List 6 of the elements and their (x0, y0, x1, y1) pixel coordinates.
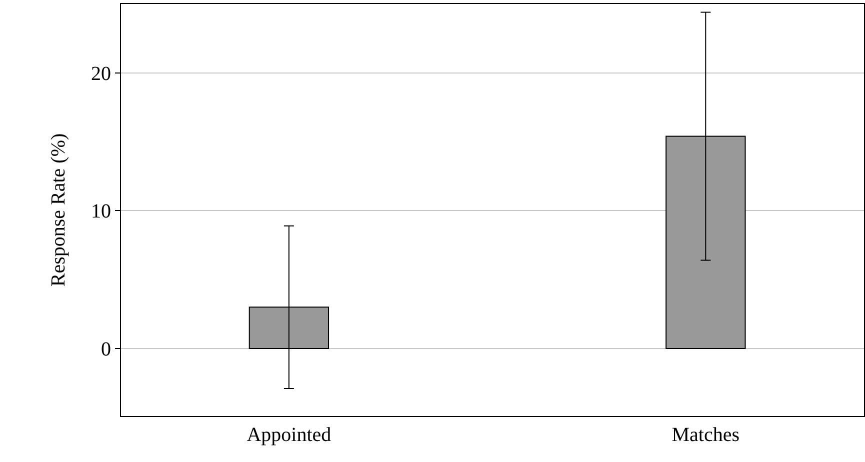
y-axis-title: Response Rate (%) (48, 133, 70, 287)
x-tick-label: Appointed (246, 424, 332, 446)
x-tick-label: Matches (672, 424, 740, 446)
y-tick-label: 0 (101, 338, 111, 360)
y-tick-label: 10 (91, 200, 111, 223)
y-tick-label: 20 (91, 62, 111, 85)
